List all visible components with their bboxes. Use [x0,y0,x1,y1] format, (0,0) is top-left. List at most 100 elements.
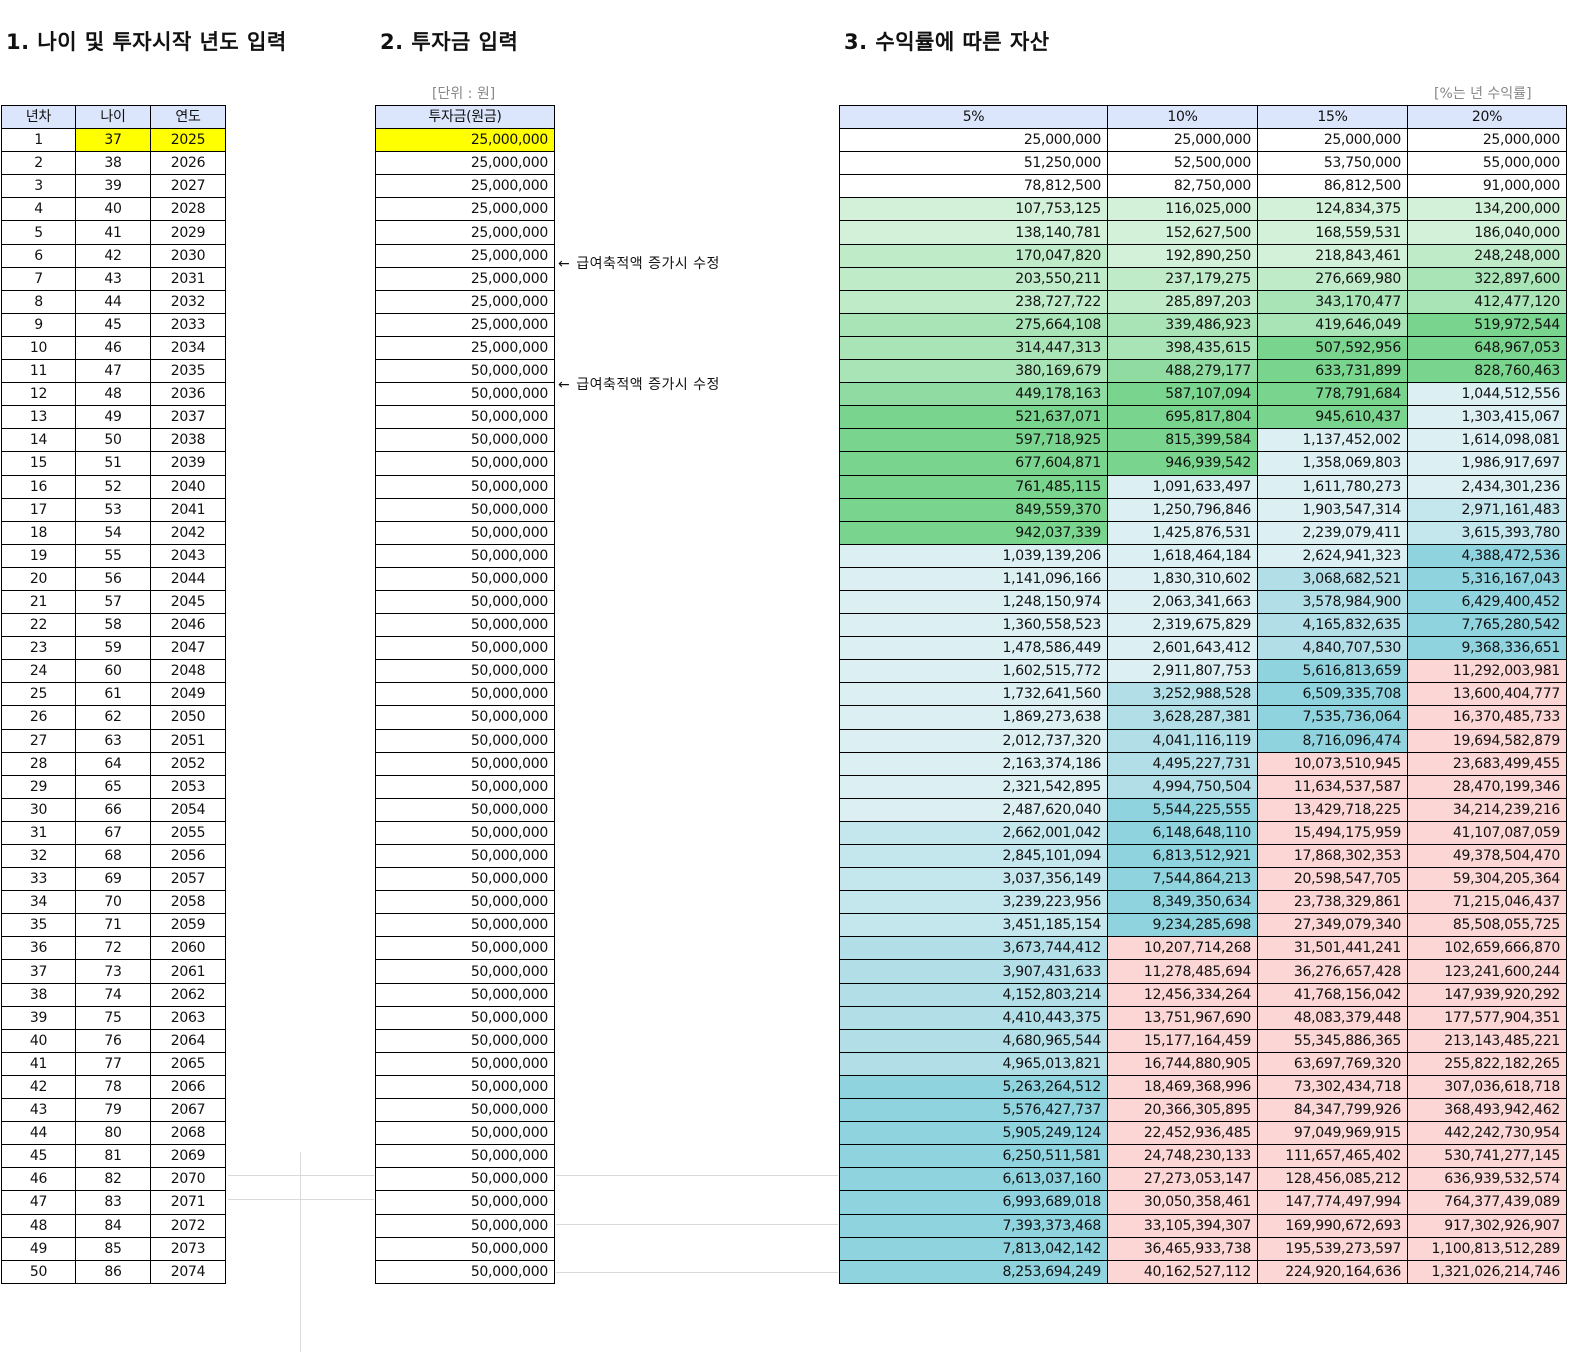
principal-cell[interactable]: 50,000,000 [375,682,555,707]
table-row: 10 46 2034 [1,335,226,361]
table-row: 50,000,000 [375,1144,555,1169]
principal-cell[interactable]: 50,000,000 [375,1213,555,1238]
principal-cell[interactable]: 50,000,000 [375,1259,555,1284]
age-cell: 50 [75,428,151,453]
principal-cell[interactable]: 50,000,000 [375,405,555,430]
principal-cell[interactable]: 50,000,000 [375,543,555,568]
principal-cell[interactable]: 50,000,000 [375,1236,555,1261]
principal-cell[interactable]: 50,000,000 [375,636,555,661]
asset-5pct-cell: 2,845,101,094 [839,843,1108,869]
principal-cell[interactable]: 25,000,000 [375,174,555,199]
table-row: 5 41 2029 [1,220,226,245]
calendar-year-cell[interactable]: 2025 [150,128,226,153]
gridline [556,1175,838,1176]
principal-cell[interactable]: 50,000,000 [375,890,555,915]
principal-cell[interactable]: 50,000,000 [375,497,555,522]
principal-cell[interactable]: 50,000,000 [375,428,555,453]
age-cell: 55 [75,543,151,568]
principal-cell[interactable]: 50,000,000 [375,474,555,499]
principal-cell[interactable]: 50,000,000 [375,659,555,684]
principal-cell[interactable]: 50,000,000 [375,867,555,892]
table-row: 4,965,013,821 16,744,880,905 63,697,769,32… [839,1051,1567,1076]
age-cell[interactable]: 37 [75,128,151,153]
principal-cell[interactable]: 50,000,000 [375,566,555,591]
asset-5pct-cell: 51,250,000 [839,151,1108,176]
principal-cell[interactable]: 50,000,000 [375,797,555,822]
principal-cell[interactable]: 50,000,000 [375,913,555,938]
principal-cell[interactable]: 50,000,000 [375,705,555,730]
principal-cell[interactable]: 25,000,000 [375,243,555,268]
year-index-cell: 8 [1,289,76,314]
asset-10pct-cell: 82,750,000 [1107,174,1258,199]
calendar-year-cell: 2053 [150,774,226,799]
principal-cell[interactable]: 50,000,000 [375,1051,555,1076]
calendar-year-cell: 2037 [150,405,226,430]
asset-10pct-cell: 116,025,000 [1107,197,1258,222]
year-index-cell: 38 [1,982,76,1007]
principal-cell[interactable]: 50,000,000 [375,1121,555,1146]
year-index-cell: 46 [1,1167,76,1192]
calendar-year-cell: 2073 [150,1236,226,1261]
table-row: 2 38 2026 [1,151,226,176]
asset-15pct-cell: 2,239,079,411 [1257,520,1408,545]
year-index-cell: 12 [1,382,76,407]
asset-5pct-cell: 1,478,586,449 [839,636,1108,661]
principal-cell[interactable]: 50,000,000 [375,774,555,799]
principal-cell[interactable]: 25,000,000 [375,289,555,314]
principal-cell[interactable]: 25,000,000 [375,151,555,176]
principal-cell[interactable]: 50,000,000 [375,959,555,984]
principal-cell[interactable]: 25,000,000 [375,266,555,291]
asset-10pct-cell: 152,627,500 [1107,220,1258,245]
asset-5pct-cell: 6,250,511,581 [839,1144,1108,1169]
table-row: 50,000,000 [375,728,555,753]
calendar-year-cell: 2061 [150,959,226,984]
asset-10pct-cell: 695,817,804 [1107,405,1258,430]
principal-cell[interactable]: 50,000,000 [375,451,555,476]
year-index-cell: 33 [1,867,76,892]
principal-cell[interactable]: 50,000,000 [375,589,555,615]
principal-cell[interactable]: 25,000,000 [375,197,555,222]
principal-cell[interactable]: 50,000,000 [375,820,555,846]
asset-5pct-cell: 3,907,431,633 [839,959,1108,984]
age-cell: 78 [75,1074,151,1100]
table-row: 1,478,586,449 2,601,643,412 4,840,707,530 9… [839,636,1567,661]
calendar-year-cell: 2051 [150,728,226,753]
table-row: 43 79 2067 [1,1098,226,1123]
principal-cell[interactable]: 25,000,000 [375,312,555,337]
principal-cell[interactable]: 50,000,000 [375,613,555,638]
principal-cell[interactable]: 50,000,000 [375,1028,555,1053]
asset-20pct-cell: 1,614,098,081 [1407,428,1567,453]
asset-10pct-cell: 2,319,675,829 [1107,613,1258,638]
principal-cell[interactable]: 25,000,000 [375,220,555,245]
table-row: 849,559,370 1,250,796,846 1,903,547,314 2,9… [839,497,1567,522]
principal-cell[interactable]: 50,000,000 [375,936,555,961]
table-row: 45 81 2069 [1,1144,226,1169]
principal-cell[interactable]: 25,000,000 [375,128,555,153]
principal-cell[interactable]: 50,000,000 [375,843,555,869]
asset-20pct-cell: 177,577,904,351 [1407,1005,1567,1030]
principal-cell[interactable]: 50,000,000 [375,1005,555,1030]
asset-20pct-cell: 11,292,003,981 [1407,659,1567,684]
unit-label-won: [단위 : 원] [432,86,496,102]
table-row: 761,485,115 1,091,633,497 1,611,780,273 2,4… [839,474,1567,499]
principal-cell[interactable]: 50,000,000 [375,982,555,1007]
principal-cell[interactable]: 50,000,000 [375,1098,555,1123]
table-row: 50,000,000 [375,705,555,730]
principal-cell[interactable]: 50,000,000 [375,728,555,753]
principal-cell[interactable]: 50,000,000 [375,1074,555,1100]
table-row: 521,637,071 695,817,804 945,610,437 1,303,4… [839,405,1567,430]
table-row: 25,000,000 [375,312,555,337]
principal-cell[interactable]: 50,000,000 [375,1144,555,1169]
principal-cell[interactable]: 50,000,000 [375,382,555,407]
table-row: 4,680,965,544 15,177,164,459 55,345,886,36… [839,1028,1567,1053]
principal-cell[interactable]: 50,000,000 [375,1190,555,1215]
principal-cell[interactable]: 50,000,000 [375,751,555,776]
principal-cell[interactable]: 25,000,000 [375,335,555,361]
principal-cell[interactable]: 50,000,000 [375,520,555,545]
age-cell: 42 [75,243,151,268]
table-row: 50,000,000 [375,1098,555,1123]
year-index-cell: 25 [1,682,76,707]
principal-cell[interactable]: 50,000,000 [375,1167,555,1192]
principal-cell[interactable]: 50,000,000 [375,359,555,384]
table-row: 50,000,000 [375,1028,555,1053]
